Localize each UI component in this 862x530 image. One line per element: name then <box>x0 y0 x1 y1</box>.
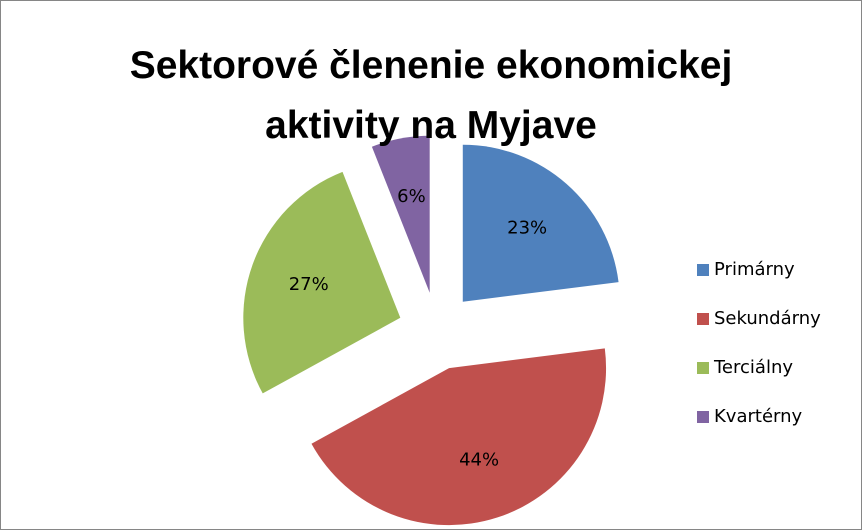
legend-label: Kvartérny <box>714 406 803 427</box>
data-label: 27% <box>289 274 329 295</box>
pie-slice <box>371 135 430 293</box>
legend-swatch <box>697 362 709 374</box>
legend-swatch <box>697 313 709 325</box>
legend-label: Sekundárny <box>714 308 821 329</box>
chart-title: Sektorové členenie ekonomickej aktivity … <box>129 44 733 147</box>
legend-swatch <box>697 411 709 423</box>
pie-slice <box>311 348 607 526</box>
legend-swatch <box>697 264 709 276</box>
pie-slice <box>462 144 619 302</box>
data-label: 44% <box>459 450 499 471</box>
data-label: 6% <box>397 186 426 207</box>
legend-label: Primárny <box>714 259 795 280</box>
data-label: 23% <box>507 218 547 239</box>
legend-label: Terciálny <box>713 357 793 378</box>
pie-slice <box>243 171 401 394</box>
